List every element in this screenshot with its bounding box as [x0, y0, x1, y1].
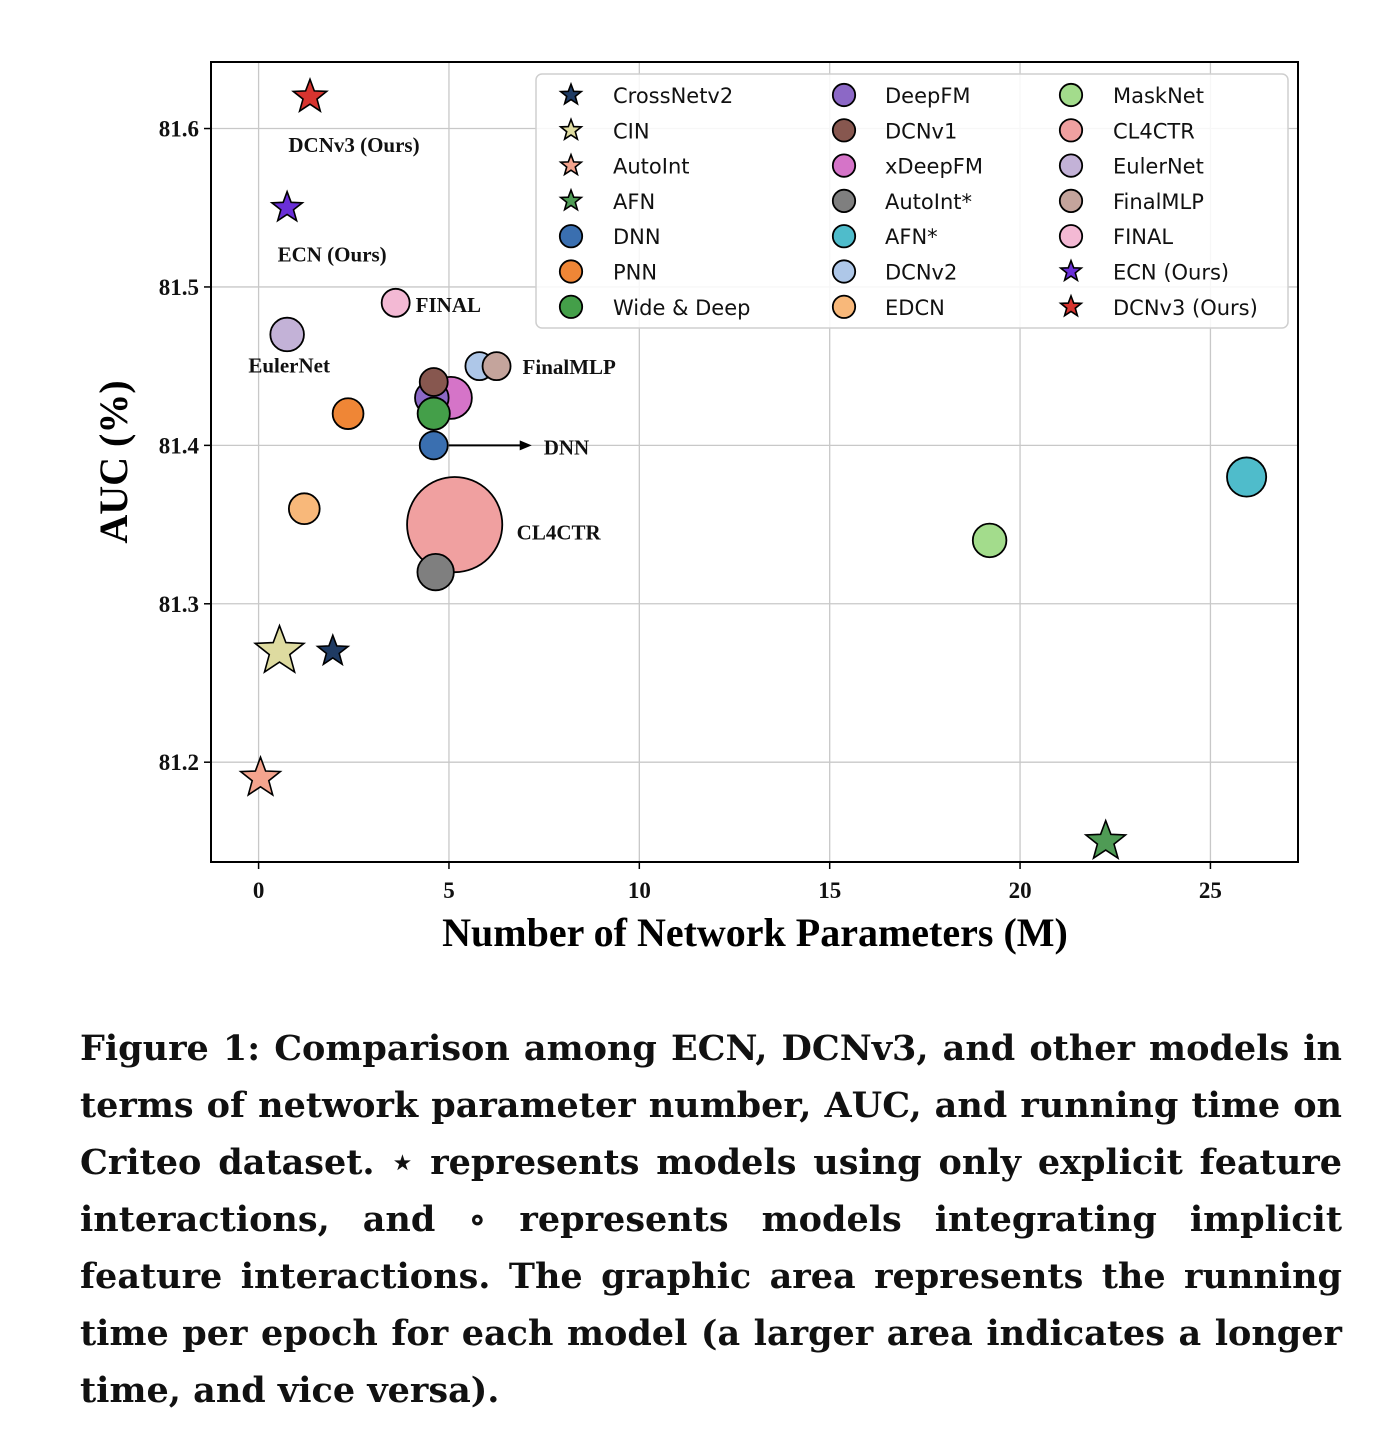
legend-marker-finalmlp	[1058, 188, 1084, 213]
legend-marker-ecn-ours	[1058, 258, 1084, 283]
legend-label-edcn: EDCN	[885, 296, 945, 320]
annotations: DCNv3 (Ours) ECN (Ours) FINAL EulerNet Final…	[248, 133, 616, 545]
point-dnn	[418, 430, 449, 461]
point-edcn	[287, 492, 321, 526]
point-dcnv1	[418, 367, 449, 397]
legend-marker-dnn	[558, 224, 584, 249]
y-tick-label: 81.6	[159, 117, 199, 142]
legend-label-dcnv1: DCNv1	[885, 119, 957, 143]
legend-label-xdeepfm: xDeepFM	[885, 155, 983, 179]
legend-marker-dcnv2	[831, 259, 857, 284]
x-tick-label: 20	[1009, 878, 1032, 903]
y-tick-label: 81.3	[159, 592, 199, 617]
legend-label-finalmlp: FinalMLP	[1113, 190, 1204, 214]
legend-marker-crossnetv2	[558, 81, 584, 106]
point-crossnetv2	[315, 633, 351, 667]
legend-label-cin: CIN	[613, 119, 650, 143]
legend-label-dcnv3-ours: DCNv3 (Ours)	[1113, 296, 1258, 320]
legend-label-ecn-ours: ECN (Ours)	[1113, 261, 1229, 285]
legend-marker-masknet	[1058, 82, 1084, 108]
y-tick-label: 81.4	[159, 433, 200, 458]
annotation-dcnv3-ours: DCNv3 (Ours)	[288, 133, 419, 157]
legend-label-cl4ctr: CL4CTR	[1113, 119, 1195, 143]
legend-marker-final	[1058, 224, 1084, 249]
x-axis-label: Number of Network Parameters (M)	[442, 910, 1068, 955]
legend-label-autoint: AutoInt	[613, 155, 690, 179]
point-finalmlp	[481, 351, 512, 382]
point-cin	[253, 623, 307, 674]
legend: CrossNetv2 CIN AutoInt AFN DNN PNN Wide & Deep…	[535, 73, 1289, 329]
legend-label-wide-deep: Wide & Deep	[613, 296, 750, 320]
legend-label-eulernet: EulerNet	[1113, 155, 1204, 179]
annotation-final: FINAL	[416, 293, 481, 317]
legend-marker-dcnv3-ours	[1058, 293, 1084, 318]
x-tick-label: 5	[443, 878, 455, 903]
legend-label-dnn: DNN	[613, 225, 661, 249]
legend-marker-cin	[558, 117, 584, 141]
point-dcnv3-ours	[291, 77, 329, 113]
y-tick-label: 81.5	[159, 275, 199, 300]
axis-ticks: 0 5 10 15 20 25 81.2 81.3 81.4 81.5 81.6	[159, 117, 1222, 903]
legend-box	[535, 73, 1289, 329]
dnn-arrow-head	[519, 440, 532, 451]
x-tick-label: 0	[253, 878, 265, 903]
legend-marker-autoint	[558, 152, 584, 177]
y-tick-label: 81.2	[159, 750, 199, 775]
legend-marker-dcnv1	[831, 118, 857, 143]
point-masknet	[971, 522, 1008, 559]
point-pnn	[331, 397, 365, 430]
legend-marker-deepfm	[831, 82, 857, 108]
point-wide-deep	[416, 396, 451, 431]
legend-marker-wide-deep	[558, 294, 584, 319]
figure-caption: Figure 1: Comparison among ECN, DCNv3, a…	[80, 1028, 1342, 1411]
plot-frame	[210, 61, 1299, 863]
legend-label-pnn: PNN	[613, 261, 657, 285]
legend-marker-afn	[558, 187, 584, 212]
legend-marker-xdeepfm	[831, 153, 857, 178]
legend-label-deepfm: DeepFM	[885, 84, 971, 108]
y-axis-label: AUC (%)	[91, 380, 136, 543]
point-afn	[1083, 818, 1128, 861]
scatter-chart: 0 5 10 15 20 25 81.2 81.3 81.4 81.5 81.6 DCNv3 (Ou…	[91, 61, 1299, 955]
point-ecn-ours	[269, 189, 305, 223]
point-autoint	[416, 552, 455, 592]
legend-label-masknet: MaskNet	[1113, 84, 1204, 108]
legend-label-final: FINAL	[1113, 225, 1173, 249]
legend-label-autoint: AutoInt*	[885, 190, 972, 214]
legend-label-crossnetv2: CrossNetv2	[613, 84, 733, 108]
legend-label-afn: AFN*	[885, 225, 938, 249]
legend-marker-cl4ctr	[1058, 118, 1084, 143]
point-cl4ctr	[406, 476, 504, 574]
point-afn	[1226, 456, 1268, 498]
annotation-dnn: DNN	[544, 435, 590, 459]
point-final	[380, 287, 411, 318]
annotation-ecn-ours: ECN (Ours)	[278, 243, 387, 267]
legend-marker-eulernet	[1058, 153, 1084, 178]
point-autoint	[238, 754, 283, 797]
legend-label-dcnv2: DCNv2	[885, 261, 957, 285]
x-tick-label: 10	[628, 878, 651, 903]
x-tick-label: 25	[1199, 878, 1222, 903]
point-eulernet	[269, 316, 305, 353]
legend-label-afn: AFN	[613, 190, 655, 214]
data-points	[238, 77, 1268, 861]
annotation-finalmlp: FinalMLP	[523, 355, 617, 379]
annotation-cl4ctr: CL4CTR	[517, 521, 602, 545]
legend-marker-pnn	[558, 259, 584, 284]
legend-marker-afn	[831, 224, 857, 249]
legend-marker-autoint	[831, 188, 857, 213]
annotation-eulernet: EulerNet	[248, 353, 330, 377]
legend-marker-edcn	[831, 294, 857, 319]
x-tick-label: 15	[818, 878, 841, 903]
